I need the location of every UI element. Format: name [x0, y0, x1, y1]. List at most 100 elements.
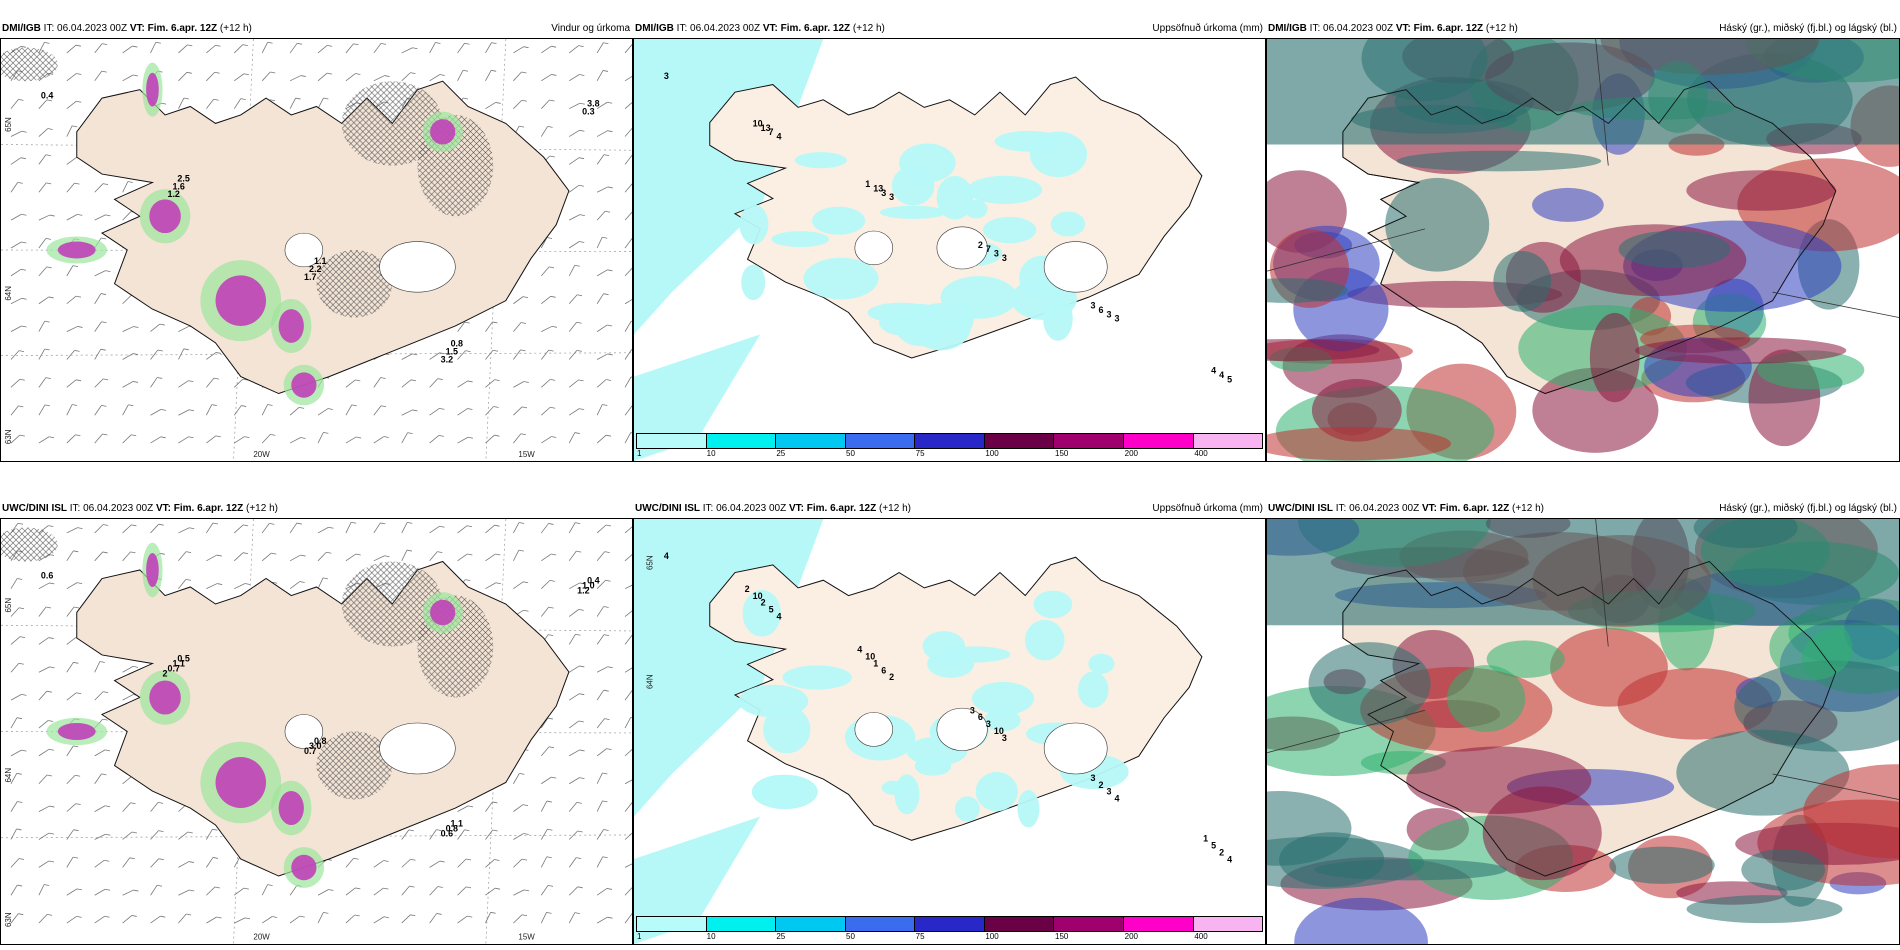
accum-value-label: 3	[970, 705, 975, 715]
precip-value-label: 0.6	[441, 829, 453, 839]
axis-label: 64N	[4, 768, 13, 783]
precip-area	[634, 816, 761, 944]
axis-label: 20W	[253, 933, 270, 942]
precip-colorbar: 1 10 25 50 75 100 150 200 400	[636, 433, 1263, 459]
product-title: Uppsöfnuð úrkoma (mm)	[1152, 503, 1263, 514]
panel-accum-precip-dmi: DMI/IGB IT: 06.04.2023 00Z VT: Fim. 6.ap…	[633, 20, 1266, 462]
colorbar-tick: 25	[776, 449, 786, 458]
axis-label: 65N	[4, 598, 13, 613]
precip-value-label: 0.6	[41, 571, 53, 581]
colorbar-tick: 100	[985, 449, 999, 458]
cloud-layer	[1635, 337, 1847, 364]
accum-value-label: 2	[978, 240, 983, 250]
precip-blotch	[971, 681, 1035, 715]
snow-hatch	[1, 527, 58, 562]
precip-blotch	[1050, 211, 1086, 237]
model-source: DMI/IGB	[2, 23, 41, 34]
product-title: Háský (gr.), miðský (fj.bl.) og lágský (…	[1719, 23, 1897, 34]
precip-blotch	[1029, 131, 1088, 178]
panel-clouds-uwc: UWC/DINI ISL IT: 06.04.2023 00Z VT: Fim.…	[1266, 500, 1900, 945]
axis-label: 63N	[4, 912, 13, 927]
panel-header: DMI/IGB IT: 06.04.2023 00Z VT: Fim. 6.ap…	[1266, 20, 1900, 38]
snow-hatch	[1, 47, 58, 82]
colorbar-tick: 75	[915, 449, 925, 458]
model-source: UWC/DINI ISL	[2, 503, 67, 514]
precip-blotch	[763, 705, 811, 754]
accum-value-label: 5	[1227, 374, 1232, 384]
snow-hatch	[316, 250, 393, 318]
cloud-layer	[1493, 251, 1552, 312]
cloud-layer	[1550, 627, 1668, 707]
precip-value-label: 0.4	[41, 91, 53, 101]
accum-value-label: 5	[1211, 841, 1216, 851]
map-frame: 3 4 3 3 3 5 7 3 3 3 4 13 13 7 6 4 10 1 2 3 1 10 25 50 75 100 150 20…	[633, 38, 1266, 462]
cloud-layer	[1396, 150, 1602, 172]
precip-value-label: 0.8	[451, 339, 463, 349]
product-title: Háský (gr.), miðský (fj.bl.) og lágský (…	[1719, 503, 1897, 514]
panel-wind-precip-dmi: DMI/IGB IT: 06.04.2023 00Z VT: Fim. 6.ap…	[0, 20, 633, 462]
map-canvas	[1267, 39, 1899, 461]
accum-value-label: 4	[1211, 366, 1216, 376]
axis-label: 15W	[518, 933, 535, 942]
precip-value-labels: 0.4 2.5 1.1 0.8 3.8 1.6 2.2 1.5 0.3 1.2 1.7 3.2	[41, 91, 600, 365]
precip-blotch	[803, 257, 879, 300]
accum-value-label: 10	[865, 651, 875, 661]
precip-colorbar: 1 10 25 50 75 100 150 200 400	[636, 916, 1263, 942]
cloud-layer	[1311, 378, 1402, 442]
precip-blotch	[1088, 653, 1115, 674]
accum-value-label: 3	[1002, 733, 1007, 743]
precip-value-label: 1.6	[172, 181, 184, 191]
colorbar-tick: 200	[1124, 932, 1139, 941]
map-canvas: 0.4 2.5 1.1 0.8 3.8 1.6 2.2 1.5 0.3 1.2 1.7 3.2 65N 6…	[1, 39, 632, 461]
snow-hatch	[341, 81, 443, 166]
colorbar-tick: 1	[637, 932, 642, 941]
accum-value-label: 1	[865, 179, 870, 189]
colorbar-tick: 150	[1055, 932, 1069, 941]
precip-value-label: 1.2	[167, 189, 179, 199]
lead-time: (+12 h)	[879, 503, 911, 514]
accum-value-label: 10	[994, 726, 1004, 736]
cloud-layer	[1676, 729, 1850, 816]
accum-value-label: 3	[889, 192, 894, 202]
axis-label: 20W	[253, 450, 270, 459]
precip-value-label: 0.8	[314, 736, 326, 746]
cloud-layer	[1385, 177, 1490, 272]
colorbar-tick: 150	[1055, 449, 1069, 458]
accum-value-label: 10	[753, 118, 763, 128]
cloud-layer	[1267, 790, 1352, 866]
precip-value-label: 1.5	[446, 347, 458, 357]
precip-blotch	[964, 199, 988, 219]
cloud-layer	[1446, 665, 1526, 732]
cloud-layer	[1314, 859, 1507, 881]
colorbar-swatch	[706, 434, 777, 448]
colorbar-swatch	[1193, 434, 1263, 448]
valid-time: VT: Fim. 6.apr. 12Z	[788, 503, 877, 514]
accum-value-label: 5	[769, 605, 774, 615]
cloud-layer	[1734, 660, 1899, 752]
accum-value-label: 3	[1114, 314, 1119, 324]
precip-blob	[291, 854, 317, 881]
colorbar-swatch	[637, 917, 707, 931]
precip-blotch	[922, 631, 966, 662]
map-frame	[1266, 518, 1900, 945]
init-time: IT: 06.04.2023 00Z	[1309, 23, 1394, 34]
init-time: IT: 06.04.2023 00Z	[43, 23, 128, 34]
panel-header: UWC/DINI ISL IT: 06.04.2023 00Z VT: Fim.…	[633, 500, 1266, 518]
lead-time: (+12 h)	[219, 23, 252, 34]
precip-value-label: 1.2	[577, 586, 589, 596]
valid-time: VT: Fim. 6.apr. 12Z	[1421, 503, 1510, 514]
valid-time: VT: Fim. 6.apr. 12Z	[762, 23, 851, 34]
precip-blob	[57, 241, 96, 259]
product-title: Vindur og úrkoma	[551, 23, 630, 34]
panel-header: UWC/DINI ISL IT: 06.04.2023 00Z VT: Fim.…	[0, 500, 633, 518]
accum-value-label: 2	[889, 672, 894, 682]
accum-value-label: 4	[1219, 370, 1224, 380]
coastline	[1342, 561, 1837, 877]
accum-value-label: 6	[881, 665, 886, 675]
precip-blotch	[1077, 671, 1109, 708]
precip-blotch	[936, 175, 974, 220]
colorbar-tick: 75	[915, 932, 925, 941]
colorbar-swatch	[1054, 434, 1124, 448]
accum-value-label: 13	[873, 183, 883, 193]
